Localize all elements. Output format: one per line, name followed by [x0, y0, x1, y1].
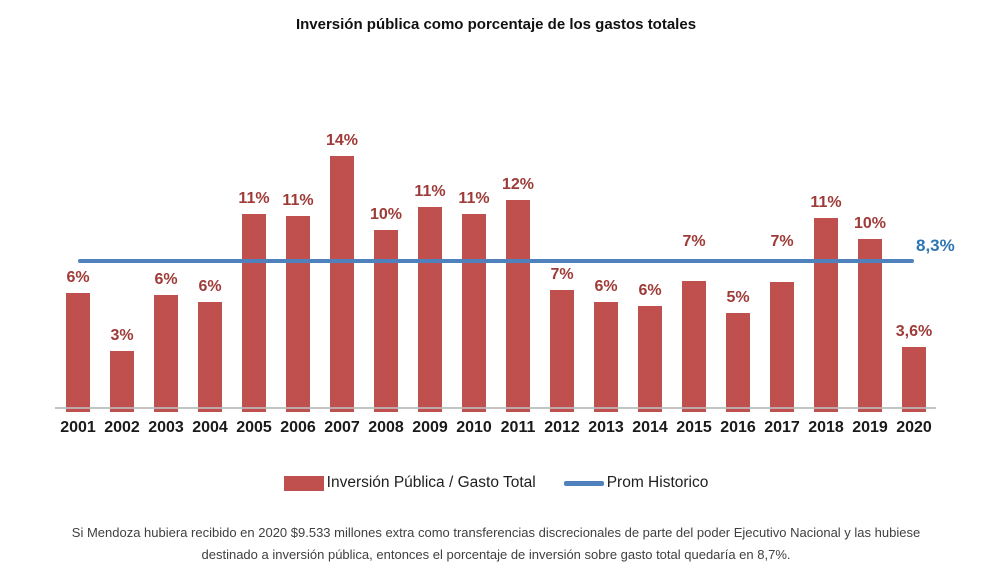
bar-column: 6% — [628, 85, 672, 412]
bar-column: 6% — [56, 85, 100, 412]
bar — [66, 293, 90, 412]
x-axis-label: 2019 — [852, 419, 888, 436]
x-axis-label: 2014 — [632, 419, 668, 436]
bar — [814, 217, 838, 412]
x-axis-label: 2008 — [368, 419, 404, 436]
legend-label-bars: Inversión Pública / Gasto Total — [326, 474, 536, 491]
bar — [638, 305, 662, 412]
bar — [902, 347, 926, 412]
bar-column: 6% — [584, 85, 628, 412]
bar — [418, 206, 442, 412]
bar-column: 6% — [188, 85, 232, 412]
x-axis-label: 2016 — [720, 419, 756, 436]
footnote-line-1: Si Mendoza hubiera recibido en 2020 $9.5… — [71, 525, 921, 540]
bar — [550, 289, 574, 412]
bars-container: 6% 3% 6% 6% 11% 11% 14% 10% 11% 11% 12% 7% 6% 6% 7% 5% 7… — [56, 85, 936, 412]
legend: Inversión Pública / Gasto Total Prom His… — [0, 474, 992, 492]
bar-value-label: 3,6% — [895, 323, 933, 341]
bar — [462, 214, 486, 412]
bar-value-label: 10% — [853, 215, 887, 233]
x-axis-label: 2003 — [148, 419, 184, 436]
footnote-line-2: destinado a inversión pública, entonces … — [201, 547, 791, 562]
bar-value-label: 14% — [325, 132, 359, 150]
bar-value-label: 12% — [501, 175, 535, 193]
bar-column: 6% — [144, 85, 188, 412]
average-line-label: 8,3% — [916, 236, 955, 255]
bar-column: 5% — [716, 85, 760, 412]
bar — [594, 302, 618, 412]
bar-column: 14% — [320, 85, 364, 412]
bar-column: 11% — [452, 85, 496, 412]
bar-value-label: 6% — [66, 269, 90, 287]
x-axis-label: 2002 — [104, 419, 140, 436]
x-axis-label: 2015 — [676, 419, 712, 436]
bar — [682, 280, 706, 412]
legend-item-line: Prom Historico — [563, 474, 709, 492]
bar-value-label: 7% — [770, 232, 794, 250]
x-axis-label: 2010 — [456, 419, 492, 436]
bar-value-label: 6% — [638, 281, 662, 299]
bar-column: 7% — [672, 85, 716, 412]
line-series-swatch-icon — [563, 480, 604, 486]
legend-item-bars: Inversión Pública / Gasto Total — [283, 474, 536, 492]
chart-title: Inversión pública como porcentaje de los… — [295, 16, 697, 33]
bar-value-label: 11% — [238, 190, 270, 207]
bar — [286, 215, 310, 412]
bar — [330, 156, 354, 412]
x-axis-label: 2017 — [764, 419, 800, 436]
x-axis-label: 2005 — [236, 419, 272, 436]
bar-value-label: 7% — [550, 265, 574, 283]
bar-column: 7% — [540, 85, 584, 412]
footnote: Si Mendoza hubiera recibido en 2020 $9.5… — [0, 522, 992, 566]
bar-value-label: 11% — [282, 191, 314, 209]
bar-value-label: 3% — [110, 326, 134, 344]
bar — [374, 230, 398, 412]
bar-column: 11% — [804, 85, 848, 412]
bar-value-label: 6% — [594, 278, 618, 296]
x-axis-label: 2011 — [500, 419, 536, 436]
bar-value-label: 6% — [198, 278, 222, 296]
bar — [110, 350, 134, 412]
bar — [242, 214, 266, 412]
bar-value-label: 5% — [726, 289, 750, 306]
bar-column: 3,6% — [892, 85, 936, 412]
bar-value-label: 11% — [810, 193, 842, 211]
x-axis-label: 2007 — [324, 419, 360, 436]
x-axis-label: 2001 — [60, 419, 96, 436]
average-line — [78, 258, 914, 263]
bar-value-label: 6% — [154, 271, 178, 288]
x-axis-label: 2018 — [808, 419, 844, 436]
bar — [198, 302, 222, 412]
x-axis-label: 2012 — [544, 419, 580, 436]
bar-value-label: 7% — [682, 232, 706, 250]
bar-series-swatch-icon — [283, 475, 324, 491]
bar-column: 3% — [100, 85, 144, 412]
bar-value-label: 10% — [369, 206, 403, 224]
bar-value-label: 11% — [458, 190, 490, 207]
bar-column: 11% — [276, 85, 320, 412]
x-axis-line — [55, 407, 936, 409]
bar — [506, 199, 530, 412]
x-axis-label: 2020 — [896, 419, 932, 436]
bar — [770, 282, 794, 412]
x-axis-label: 2006 — [280, 419, 316, 436]
bar-column: 11% — [232, 85, 276, 412]
x-axis-label: 2004 — [192, 419, 228, 436]
bar — [726, 313, 750, 412]
x-axis-label: 2013 — [588, 419, 624, 436]
bar-column: 12% — [496, 85, 540, 412]
bar-column: 10% — [848, 85, 892, 412]
bar — [154, 295, 178, 412]
bar-column: 7% — [760, 85, 804, 412]
x-axis-label: 2009 — [412, 419, 448, 436]
bar-column: 11% — [408, 85, 452, 412]
legend-label-line: Prom Historico — [606, 474, 709, 491]
bar-value-label: 11% — [414, 182, 446, 200]
bar — [858, 239, 882, 412]
x-axis-labels: 2001 2002 2003 2004 2005 2006 2007 2008 2009 2010… — [56, 419, 936, 437]
plot-area: 6% 3% 6% 6% 11% 11% 14% 10% 11% 11% 12% 7% 6% 6% 7% 5% 7… — [56, 85, 936, 412]
bar-column: 10% — [364, 85, 408, 412]
